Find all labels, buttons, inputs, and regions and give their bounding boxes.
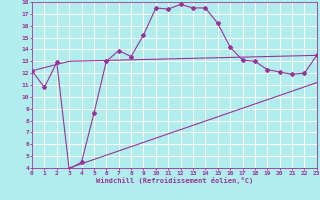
X-axis label: Windchill (Refroidissement éolien,°C): Windchill (Refroidissement éolien,°C) <box>96 177 253 184</box>
